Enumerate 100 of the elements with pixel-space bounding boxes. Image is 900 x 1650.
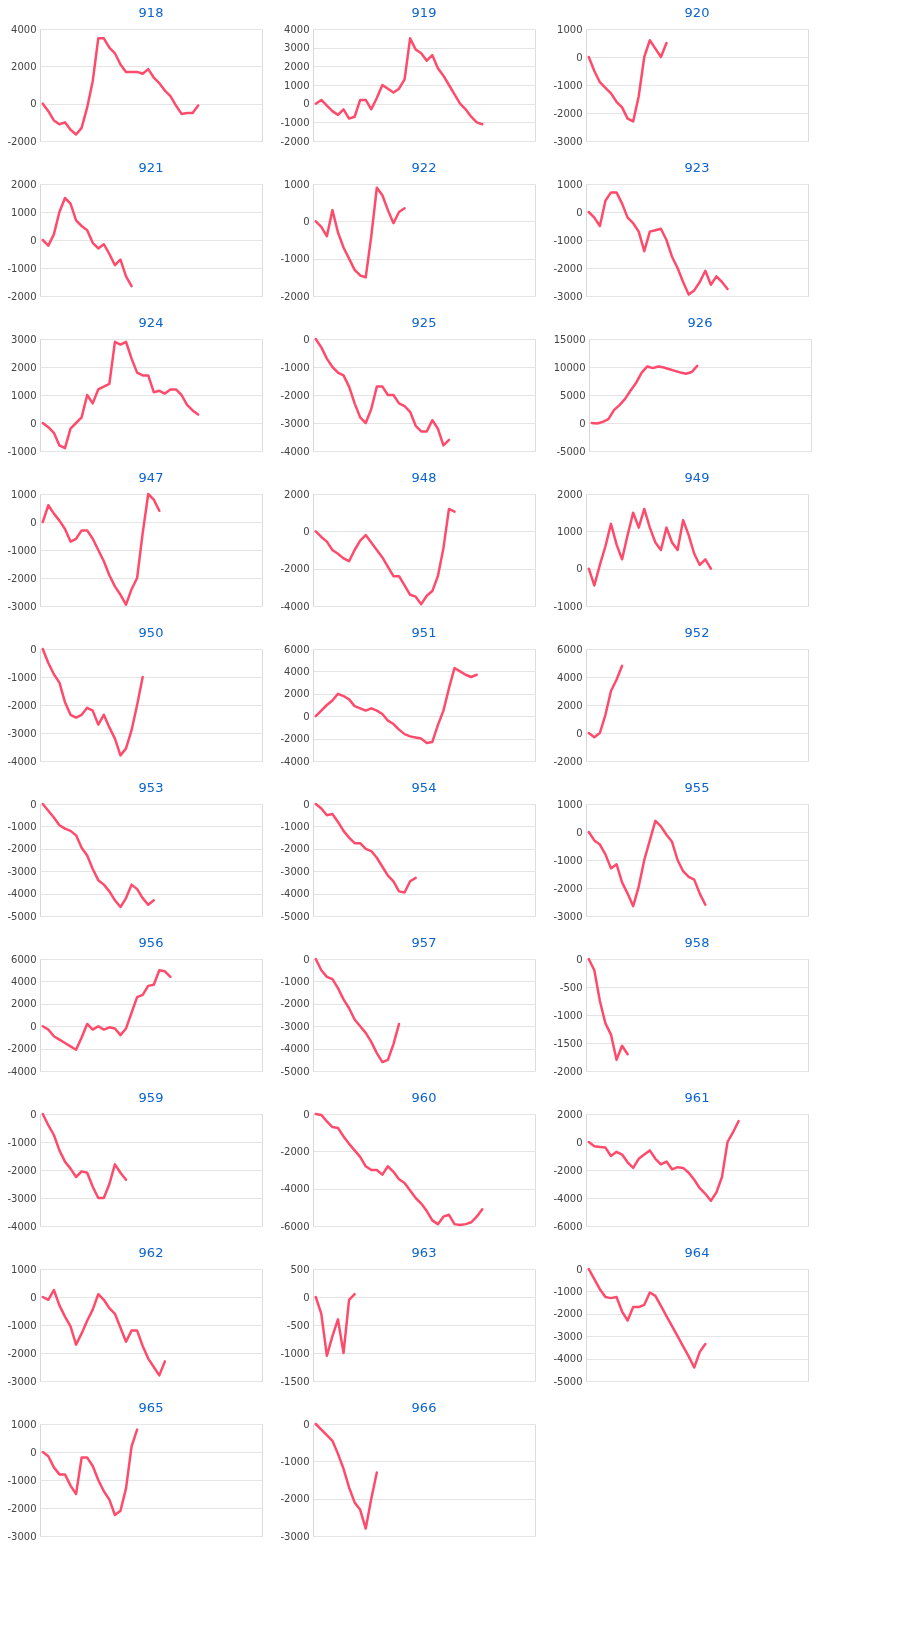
y-tick-label: 1000 [557,178,583,190]
line-series [41,1288,167,1377]
y-tick-label: -1000 [7,1319,37,1331]
chart-title: 947 [138,470,164,485]
y-tick-label: -3000 [7,1192,37,1204]
chart-title: 955 [684,780,710,795]
line-series [314,957,401,1064]
chart-title: 965 [138,1400,164,1415]
y-tick-label: -4000 [7,1220,37,1232]
chart-title: 956 [138,935,164,950]
y-tick-label: 0 [303,710,310,722]
line-series [41,340,200,450]
y-tick-label: -3000 [7,1375,37,1387]
y-tick-label: 0 [303,215,310,227]
y-tick-label: 1000 [11,1418,37,1430]
y-tick-label: 1000 [11,206,37,218]
line-series [587,664,624,739]
y-tick-label: -1000 [7,544,37,556]
line-series [41,802,156,909]
line-series [314,507,456,606]
y-tick-label: -1000 [553,854,583,866]
y-tick-label: 0 [30,1020,37,1032]
y-tick-label: 3000 [284,42,310,54]
line-series [587,1119,740,1203]
y-tick-label: 4000 [11,975,37,987]
y-tick-label: 4000 [11,23,37,35]
y-tick-label: -4000 [553,1192,583,1204]
y-tick-label: 0 [30,798,37,810]
line-series [41,37,200,136]
y-tick-label: 0 [576,563,583,575]
y-tick-label: 0 [30,1291,37,1303]
y-tick-label: 0 [576,51,583,63]
y-tick-label: -3000 [7,1530,37,1542]
y-tick-label: 3000 [11,333,37,345]
y-tick-label: -1000 [553,1009,583,1021]
y-tick-label: 4000 [557,671,583,683]
y-tick-label: 0 [30,643,37,655]
chart-title: 920 [684,5,710,20]
y-tick-label: -4000 [7,888,37,900]
y-tick-label: -1000 [280,975,310,987]
y-tick-label: -4000 [280,755,310,767]
y-tick-label: -2000 [7,1043,37,1055]
line-series [314,1422,379,1530]
y-tick-label: 2000 [284,688,310,700]
chart-title: 951 [411,625,437,640]
y-tick-label: -1000 [7,1136,37,1148]
y-tick-label: 4000 [284,23,310,35]
y-tick-label: 0 [303,98,310,110]
line-series [41,1428,139,1517]
y-tick-label: 0 [303,333,310,345]
y-tick-label: 0 [576,826,583,838]
y-tick-label: 0 [30,417,37,429]
chart-title: 950 [138,625,164,640]
line-series [41,647,144,757]
y-tick-label: -1000 [280,820,310,832]
line-series [314,666,478,745]
y-tick-label: 0 [303,525,310,537]
y-tick-label: -4000 [280,888,310,900]
y-tick-label: 2000 [284,60,310,72]
y-tick-label: -3000 [280,1530,310,1542]
chart-title: 964 [684,1245,710,1260]
line-series [314,802,417,894]
line-series [587,38,668,123]
y-tick-label: 2000 [11,361,37,373]
y-tick-label: -2000 [280,733,310,745]
y-tick-label: -2000 [7,1164,37,1176]
line-series [314,1112,484,1227]
line-series [590,364,699,425]
y-tick-label: 15000 [553,333,586,345]
y-tick-label: 4000 [284,665,310,677]
y-tick-label: 0 [303,798,310,810]
y-tick-label: 1000 [284,79,310,91]
y-tick-label: 10000 [553,361,586,373]
line-series [41,1112,128,1200]
y-tick-label: -5000 [7,910,37,922]
y-tick-label: 0 [576,1136,583,1148]
y-tick-label: -1000 [280,253,310,265]
y-tick-label: -1000 [280,1347,310,1359]
y-tick-label: -2000 [280,1493,310,1505]
chart-title: 958 [684,935,710,950]
y-tick-label: 1000 [284,178,310,190]
chart-title: 948 [411,470,437,485]
y-tick-label: 0 [303,1108,310,1120]
y-tick-label: -2000 [280,1145,310,1157]
line-series [41,492,161,606]
line-series [314,337,451,447]
chart-title: 960 [411,1090,437,1105]
y-tick-label: -2000 [553,1164,583,1176]
line-series [587,819,707,908]
y-tick-label: -1500 [280,1375,310,1387]
y-tick-label: -1000 [280,361,310,373]
line-series [587,1267,707,1369]
y-tick-label: -2000 [553,1065,583,1077]
y-tick-label: 5000 [560,389,586,401]
line-series [314,1292,356,1358]
chart-title: 919 [411,5,437,20]
y-tick-label: 1000 [557,525,583,537]
y-tick-label: -1500 [553,1037,583,1049]
y-tick-label: -1000 [553,1285,583,1297]
line-series [587,957,629,1062]
